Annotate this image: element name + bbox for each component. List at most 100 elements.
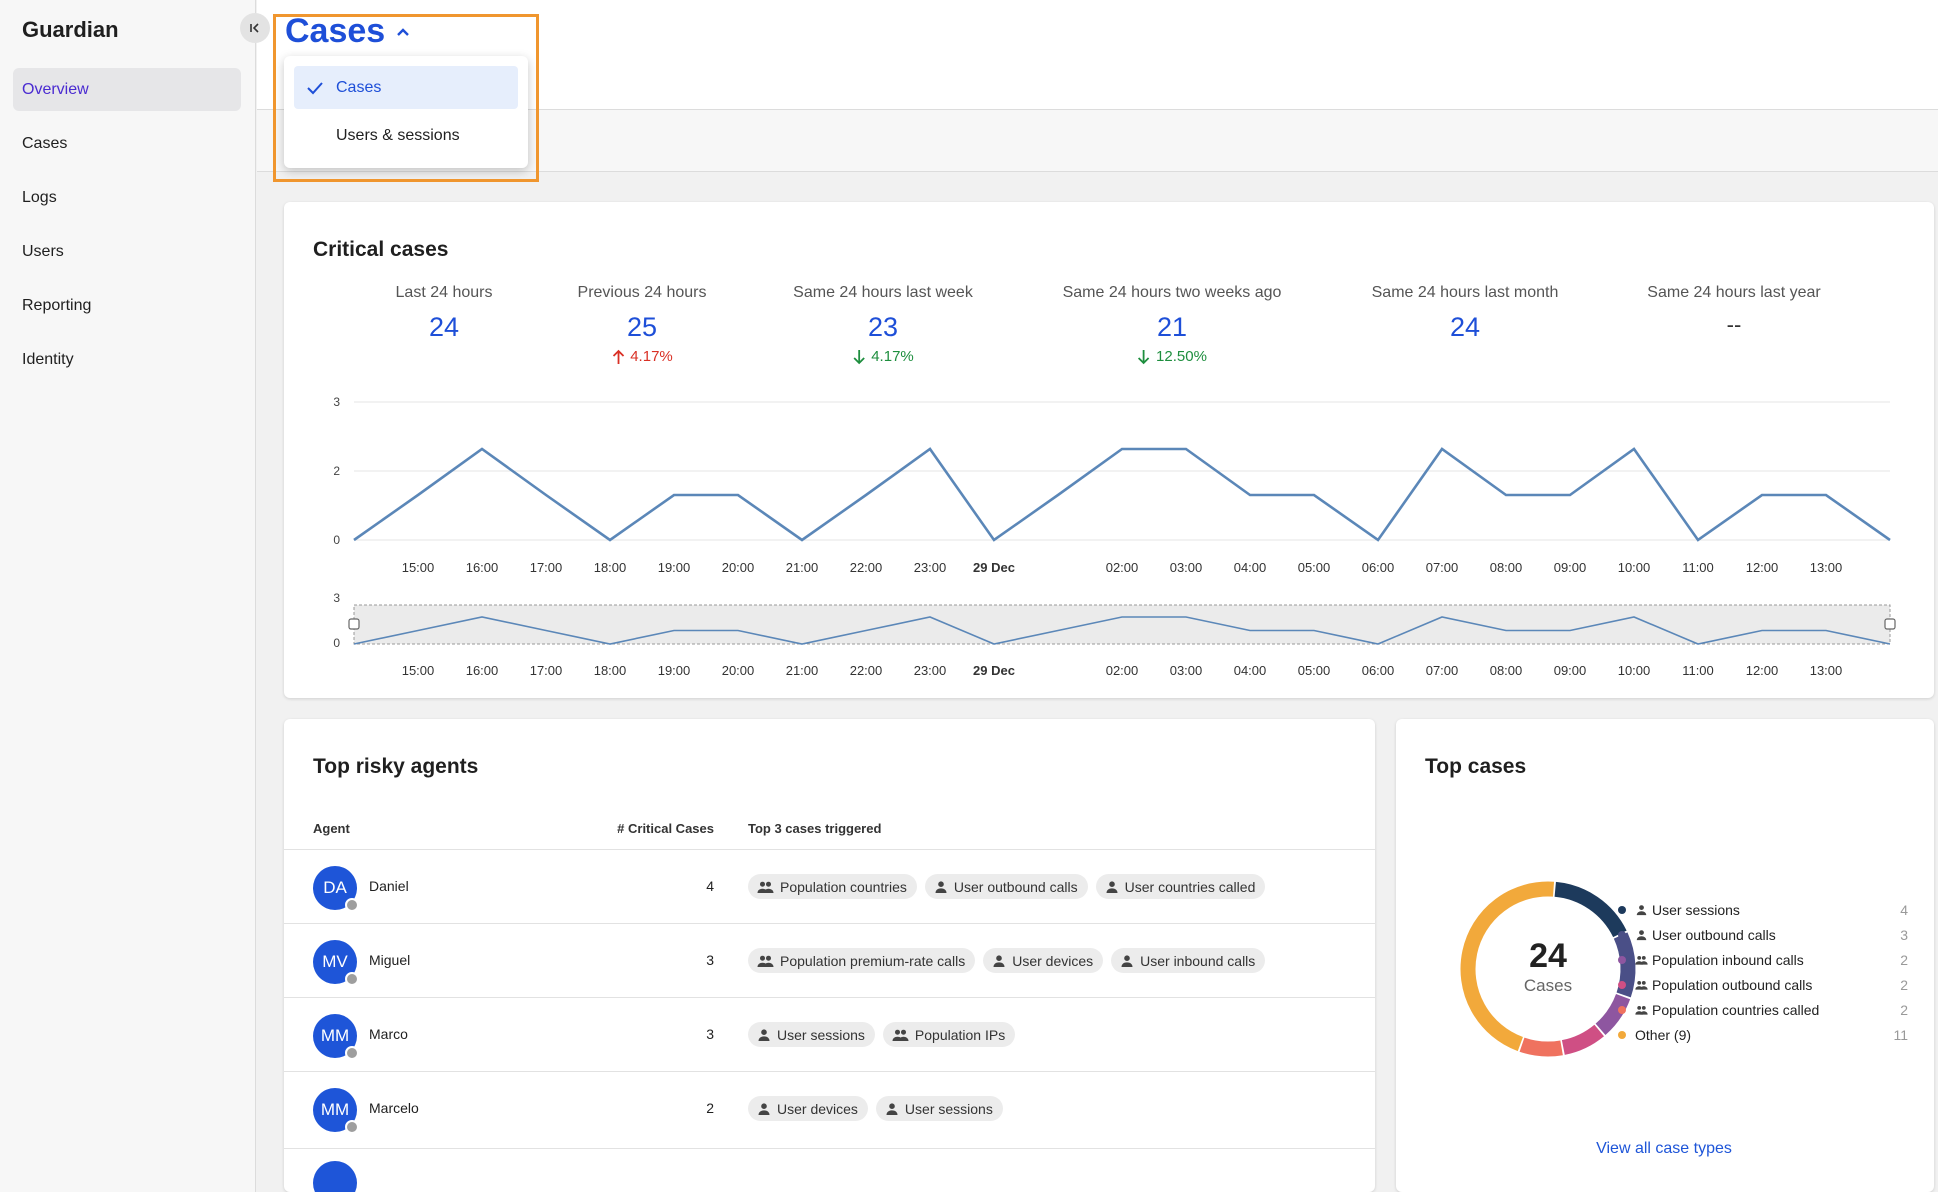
stat-0: Last 24 hours 24 bbox=[396, 284, 493, 343]
legend-item[interactable]: Population outbound calls 2 bbox=[1618, 972, 1908, 997]
donut-slice[interactable] bbox=[1561, 1024, 1604, 1055]
navigator-handle[interactable] bbox=[348, 618, 360, 630]
table-row[interactable]: MM Marcelo 2 User devices User sessions bbox=[284, 1071, 1375, 1145]
agent-critical-count: 2 bbox=[706, 1100, 714, 1116]
legend-item[interactable]: Other (9) 11 bbox=[1618, 1022, 1908, 1047]
table-row[interactable]: DA Daniel 4 Population countries User outbou… bbox=[284, 849, 1375, 923]
top-cases-donut[interactable] bbox=[1396, 719, 1934, 1192]
agent-name[interactable]: Daniel bbox=[369, 878, 409, 894]
view-dropdown-menu: Cases Users & sessions bbox=[284, 56, 528, 168]
legend-item[interactable]: User sessions 4 bbox=[1618, 897, 1908, 922]
case-chip[interactable]: User devices bbox=[983, 948, 1104, 973]
donut-slice[interactable] bbox=[1613, 932, 1636, 998]
x-tick-label: 05:00 bbox=[1298, 560, 1331, 575]
legend-item[interactable]: Population inbound calls 2 bbox=[1618, 947, 1908, 972]
legend-item[interactable]: User outbound calls 3 bbox=[1618, 922, 1908, 947]
sidebar-item-overview[interactable]: Overview bbox=[13, 68, 241, 111]
case-chip-label: User countries called bbox=[1124, 878, 1256, 895]
dropdown-option-cases[interactable]: Cases bbox=[294, 66, 518, 109]
stat-label: Same 24 hours last year bbox=[1647, 284, 1821, 301]
stat-change: 4.17% bbox=[793, 348, 973, 365]
dropdown-option-label: Users & sessions bbox=[336, 126, 460, 144]
sidebar-nav: Overview Cases Logs Users Reporting Identity bbox=[13, 68, 241, 392]
stat-1: Previous 24 hours 25 4.17% bbox=[578, 284, 707, 365]
sidebar: Guardian Overview Cases Logs Users Reporting… bbox=[0, 0, 256, 1192]
case-chip[interactable]: User devices bbox=[748, 1096, 868, 1121]
agent-name[interactable]: Miguel bbox=[369, 952, 411, 968]
page-title-selector[interactable]: Cases bbox=[285, 12, 411, 51]
case-chip[interactable]: User outbound calls bbox=[924, 874, 1088, 899]
table-row[interactable]: MV Miguel 3 Population premium-rate calls Us… bbox=[284, 923, 1375, 997]
donut-slice[interactable] bbox=[1519, 1037, 1563, 1057]
stat-label: Same 24 hours last week bbox=[793, 284, 973, 301]
status-dot bbox=[345, 898, 359, 912]
case-chip[interactable]: User sessions bbox=[875, 1096, 1003, 1121]
x-tick-label: 29 Dec bbox=[973, 560, 1015, 575]
case-chip[interactable]: Population premium-rate calls bbox=[748, 948, 976, 973]
agent-name[interactable]: Marcelo bbox=[369, 1100, 419, 1116]
agent-name[interactable]: Marco bbox=[369, 1026, 408, 1042]
dropdown-option-users-sessions[interactable]: Users & sessions bbox=[294, 114, 518, 157]
y-tick-label: 2 bbox=[333, 464, 340, 478]
table-row[interactable] bbox=[284, 1148, 1375, 1192]
navigator-x-tick-label: 06:00 bbox=[1362, 663, 1395, 678]
case-chip-label: User devices bbox=[777, 1100, 858, 1117]
sidebar-item-identity[interactable]: Identity bbox=[13, 338, 241, 381]
arrow-down-icon bbox=[852, 349, 866, 365]
sidebar-item-users[interactable]: Users bbox=[13, 230, 241, 273]
person-icon bbox=[992, 954, 1006, 968]
navigator-x-tick-label: 11:00 bbox=[1682, 663, 1714, 678]
x-tick-label: 22:00 bbox=[850, 560, 883, 575]
y-tick-label: 0 bbox=[333, 533, 340, 547]
stat-label: Same 24 hours two weeks ago bbox=[1062, 284, 1282, 301]
dropdown-option-label: Cases bbox=[336, 78, 382, 96]
case-chip-label: User outbound calls bbox=[953, 878, 1078, 895]
donut-slice[interactable] bbox=[1595, 993, 1631, 1035]
sidebar-item-logs[interactable]: Logs bbox=[13, 176, 241, 219]
table-row[interactable]: MM Marco 3 User sessions Population IPs bbox=[284, 997, 1375, 1071]
sidebar-item-label: Overview bbox=[22, 80, 89, 98]
x-tick-label: 23:00 bbox=[914, 560, 947, 575]
donut-slice[interactable] bbox=[1460, 881, 1555, 1052]
x-tick-label: 15:00 bbox=[402, 560, 435, 575]
x-tick-label: 08:00 bbox=[1490, 560, 1523, 575]
person-icon bbox=[885, 1102, 899, 1116]
agent-critical-count: 4 bbox=[706, 878, 714, 894]
navigator-x-tick-label: 08:00 bbox=[1490, 663, 1523, 678]
stat-label: Same 24 hours last month bbox=[1371, 284, 1559, 301]
case-chip[interactable]: User inbound calls bbox=[1111, 948, 1266, 973]
column-header-agent[interactable]: Agent bbox=[313, 821, 350, 836]
case-chips: User devices User sessions bbox=[748, 1096, 1003, 1121]
critical-cases-card: Critical cases Last 24 hours 24 Previous 2… bbox=[284, 202, 1934, 698]
sidebar-item-cases[interactable]: Cases bbox=[13, 122, 241, 165]
navigator-x-tick-label: 12:00 bbox=[1746, 663, 1779, 678]
case-chip-label: User inbound calls bbox=[1140, 952, 1256, 969]
top-cases-legend: User sessions 4 User outbound calls 3 Popula… bbox=[1618, 897, 1908, 1047]
legend-label: User outbound calls bbox=[1652, 926, 1776, 943]
legend-swatch bbox=[1618, 930, 1626, 939]
case-chip[interactable]: User countries called bbox=[1095, 874, 1266, 899]
legend-swatch bbox=[1618, 905, 1626, 914]
view-all-case-types-link[interactable]: View all case types bbox=[1596, 1140, 1732, 1157]
legend-swatch bbox=[1618, 1030, 1626, 1039]
stat-2: Same 24 hours last week 23 4.17% bbox=[793, 284, 973, 365]
donut-total-label: Cases bbox=[1523, 976, 1573, 995]
collapse-sidebar-button[interactable] bbox=[240, 13, 270, 43]
case-chip[interactable]: User sessions bbox=[748, 1022, 875, 1047]
navigator-handle[interactable] bbox=[1884, 618, 1896, 630]
critical-cases-chart[interactable]: 3 2 0 15:00 16:00 17:00 18:00 19:00 20:00 21:00 22… bbox=[284, 202, 1934, 698]
legend-item[interactable]: Population countries called 2 bbox=[1618, 997, 1908, 1022]
avatar-initials: DA bbox=[323, 878, 347, 897]
top-cases-title: Top cases bbox=[1425, 755, 1527, 778]
case-chip[interactable]: Population IPs bbox=[882, 1022, 1016, 1047]
sidebar-item-reporting[interactable]: Reporting bbox=[13, 284, 241, 327]
column-header-critical-cases[interactable]: # Critical Cases bbox=[617, 821, 714, 836]
navigator-x-tick-label: 09:00 bbox=[1554, 663, 1587, 678]
person-icon bbox=[1635, 929, 1648, 941]
stat-change-value: 4.17% bbox=[630, 348, 673, 365]
legend-count: 2 bbox=[1900, 976, 1908, 993]
case-chip[interactable]: Population countries bbox=[748, 874, 917, 899]
donut-slice[interactable] bbox=[1554, 881, 1627, 938]
navigator-x-tick-label: 02:00 bbox=[1106, 663, 1139, 678]
navigator-x-tick-label: 22:00 bbox=[850, 663, 883, 678]
